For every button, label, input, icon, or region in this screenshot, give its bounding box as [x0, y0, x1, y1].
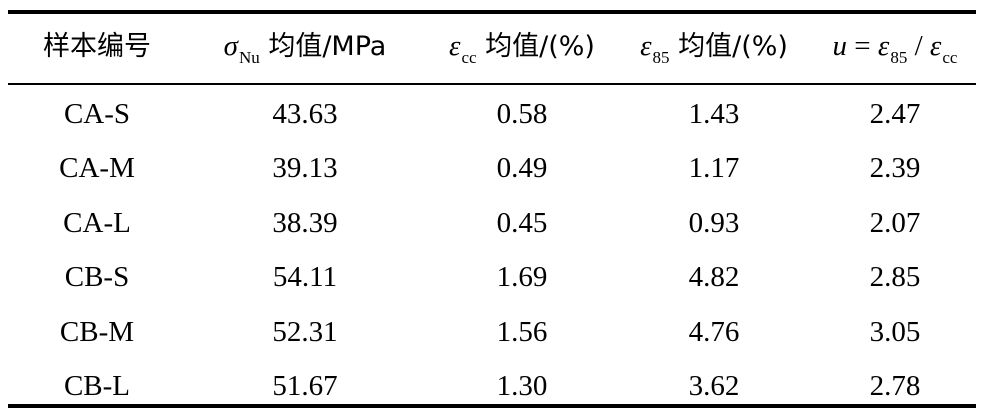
u-denominator-symbol: ε: [929, 30, 942, 62]
cell-epsilon-85: 1.17: [688, 152, 740, 184]
cell-sigma-nu: 54.11: [272, 261, 338, 293]
epsilon-cc-subscript: cc: [461, 48, 477, 67]
header-epsilon-85: ε85 均值/(%): [624, 28, 804, 68]
cell-ductility-ratio: 2.07: [869, 207, 921, 239]
cell-epsilon-cc: 0.58: [496, 98, 548, 130]
table-top-rule: [8, 10, 976, 14]
cell-epsilon-85: 4.82: [688, 261, 740, 293]
cell-epsilon-85: 4.76: [688, 316, 740, 348]
sigma-symbol: σ: [223, 30, 238, 62]
epsilon-85-subscript: 85: [652, 48, 670, 67]
u-symbol: u: [832, 30, 848, 62]
cell-ductility-ratio: 2.47: [869, 98, 921, 130]
cell-epsilon-cc: 1.30: [496, 370, 548, 402]
cell-epsilon-85: 3.62: [688, 370, 740, 402]
cell-sample-no: CA-L: [63, 207, 131, 239]
cell-ductility-ratio: 2.85: [869, 261, 921, 293]
cell-epsilon-85: 0.93: [688, 207, 740, 239]
cell-ductility-ratio: 2.78: [869, 370, 921, 402]
cell-epsilon-cc: 1.56: [496, 316, 548, 348]
header-sample-no-text: 样本编号: [43, 31, 151, 62]
epsilon-85-symbol: ε: [640, 30, 652, 62]
cell-sample-no: CB-L: [63, 370, 131, 402]
cell-sample-no: CA-S: [63, 98, 131, 130]
u-numerator-subscript: 85: [890, 48, 908, 67]
table-bottom-rule: [8, 404, 976, 408]
table-header-rule: [8, 83, 976, 85]
cell-epsilon-cc: 0.49: [496, 152, 548, 184]
cell-epsilon-cc: 0.45: [496, 207, 548, 239]
cell-epsilon-cc: 1.69: [496, 261, 548, 293]
header-ductility-ratio: u = ε85 / εcc: [808, 28, 982, 68]
cell-epsilon-85: 1.43: [688, 98, 740, 130]
cell-sample-no: CB-M: [59, 316, 135, 348]
cell-ductility-ratio: 2.39: [869, 152, 921, 184]
sigma-label: 均值/MPa: [259, 31, 387, 62]
cell-sigma-nu: 39.13: [272, 152, 338, 184]
cell-sigma-nu: 51.67: [272, 370, 338, 402]
header-sample-no: 样本编号: [18, 28, 176, 65]
u-equals: =: [847, 30, 878, 62]
u-denominator-subscript: cc: [942, 48, 958, 67]
u-numerator-symbol: ε: [877, 30, 890, 62]
cell-sigma-nu: 52.31: [272, 316, 338, 348]
header-sigma-nu: σNu 均值/MPa: [190, 28, 420, 68]
header-epsilon-cc: εcc 均值/(%): [432, 28, 612, 68]
cell-sigma-nu: 38.39: [272, 207, 338, 239]
epsilon-cc-label: 均值/(%): [476, 31, 595, 62]
u-slash: /: [907, 30, 930, 62]
cell-sample-no: CB-S: [64, 261, 130, 293]
cell-ductility-ratio: 3.05: [869, 316, 921, 348]
sigma-subscript: Nu: [238, 48, 260, 67]
epsilon-cc-symbol: ε: [449, 30, 461, 62]
cell-sigma-nu: 43.63: [272, 98, 338, 130]
cell-sample-no: CA-M: [59, 152, 135, 184]
epsilon-85-label: 均值/(%): [669, 31, 788, 62]
